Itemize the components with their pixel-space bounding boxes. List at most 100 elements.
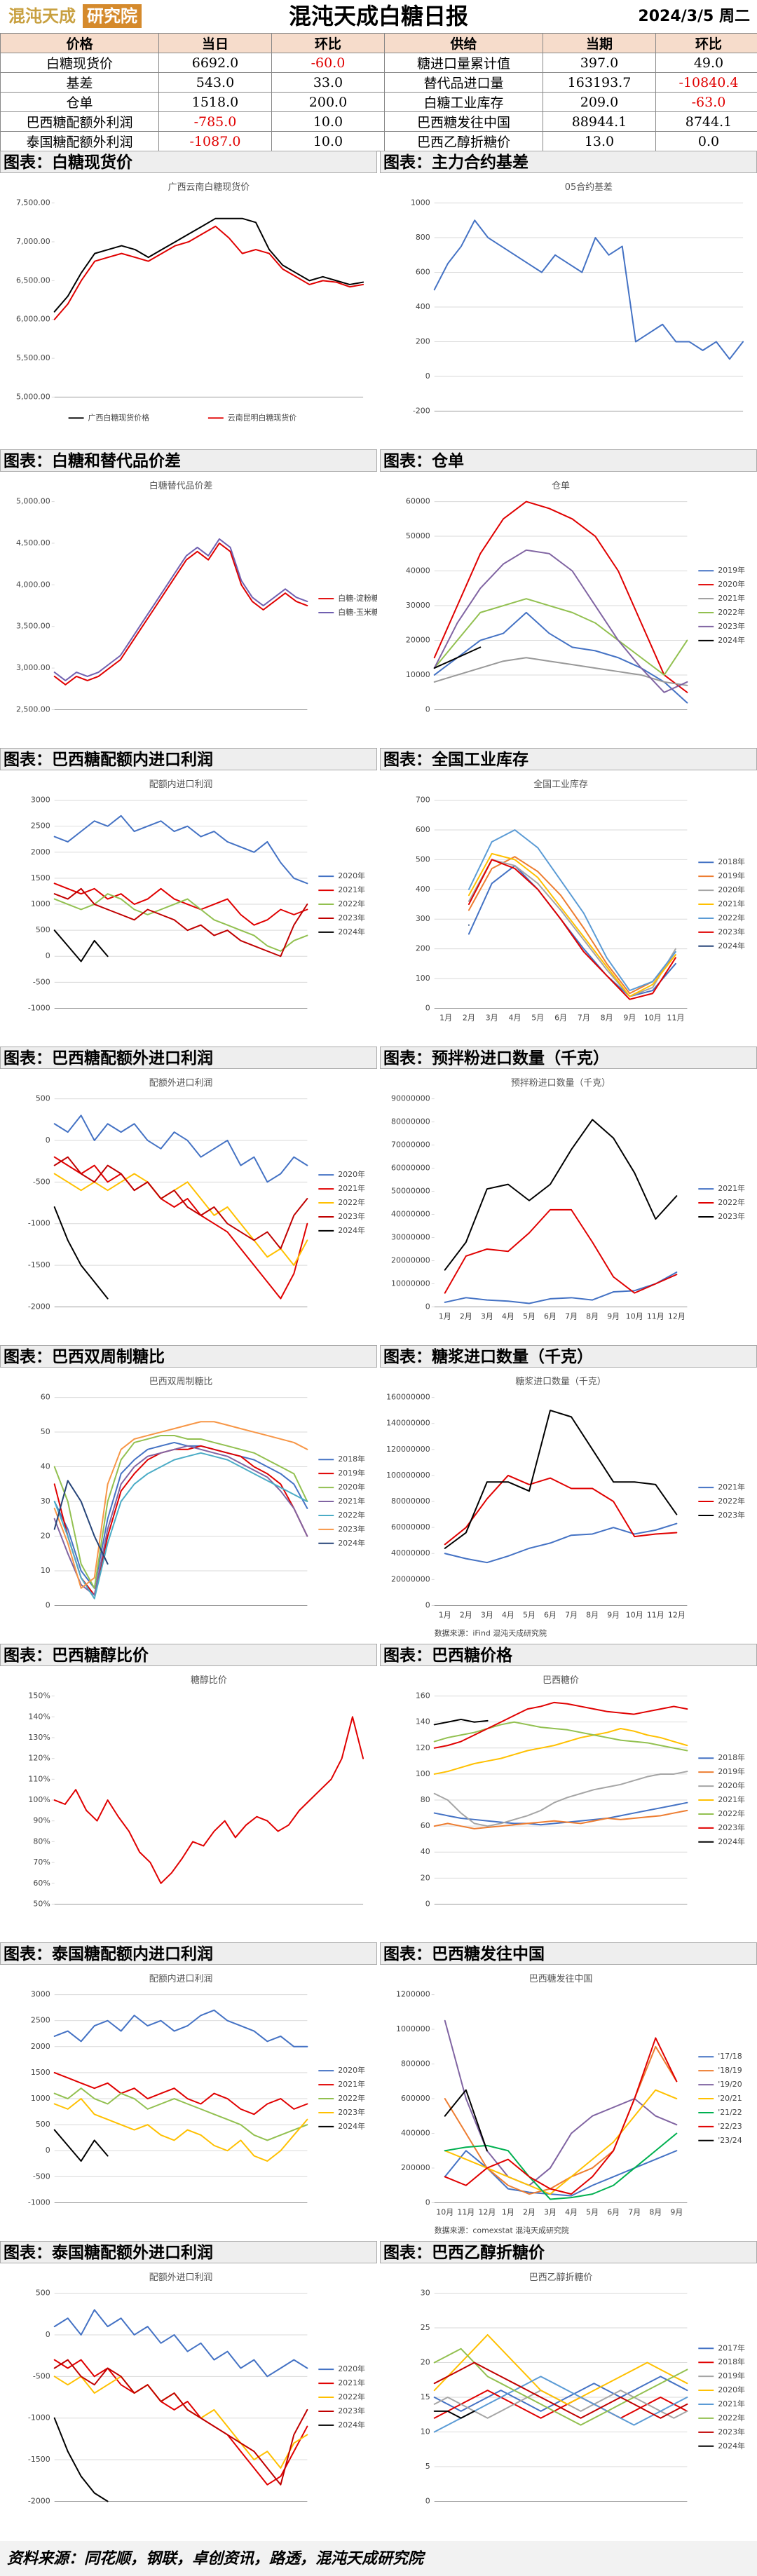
x-tick-label: 1月 xyxy=(439,1013,452,1022)
table-cell: -63.0 xyxy=(655,92,757,112)
series-line xyxy=(53,1156,308,1300)
chart: 糖醇比价 50% 60% 70% 80% 90% 100% 110% 120% 130% 140% 1… xyxy=(28,1675,364,1908)
y-tick-label: -500 xyxy=(33,2172,50,2181)
legend-label: 2023年 xyxy=(338,1211,365,1221)
x-tick-label: 8月 xyxy=(586,1610,599,1619)
legend-label: 2023年 xyxy=(718,2427,745,2437)
legend-label: 2024年 xyxy=(718,941,745,950)
series-line xyxy=(53,1206,109,1300)
chart-title: 配额内进口利润 xyxy=(149,779,213,790)
series-line xyxy=(53,1421,308,1589)
y-tick-label: 120 xyxy=(416,1743,430,1752)
series-line xyxy=(53,893,308,952)
table-cell: 10.0 xyxy=(271,131,385,151)
x-tick-label: 4月 xyxy=(509,1013,521,1022)
table-cell: 49.0 xyxy=(655,53,757,73)
legend-label: 2024年 xyxy=(718,635,745,645)
series-line xyxy=(433,598,688,676)
table-cell: -785.0 xyxy=(158,111,272,132)
y-tick-label: 400 xyxy=(416,885,430,894)
y-tick-label: 3000 xyxy=(31,796,50,805)
chart-title: 巴西双周制糖比 xyxy=(149,1376,213,1387)
series-line xyxy=(53,1156,308,1250)
y-tick-label: 10000000 xyxy=(391,1279,430,1288)
series-line xyxy=(53,929,109,962)
table-cell: 13.0 xyxy=(543,131,656,151)
series-line xyxy=(444,1119,678,1271)
x-tick-label: 2月 xyxy=(460,1311,472,1321)
x-tick-label: 6月 xyxy=(607,2207,620,2216)
legend-label: 2019年 xyxy=(718,565,745,575)
series-line xyxy=(53,225,364,320)
series-line xyxy=(53,2309,308,2378)
y-tick-label: 500 xyxy=(416,854,430,864)
y-tick-label: 500 xyxy=(36,2120,50,2129)
title-bar: 混沌天成 研究院 混沌天成白糖日报 2024/3/5 周二 xyxy=(0,0,757,34)
legend-label: 2024年 xyxy=(338,1225,365,1235)
legend-label: '22/23 xyxy=(718,2122,742,2131)
chart: 巴西双周制糖比 0 10 20 30 40 50 60 2018年 2019年 2020年 2021年… xyxy=(41,1376,365,1609)
legend-label: 白糖-淀粉糖价差 xyxy=(338,593,377,603)
legend-label: 2024年 xyxy=(338,2420,365,2430)
y-tick-label: 2000 xyxy=(31,2042,50,2051)
summary-table: 价格 当日 环比 供给 当期 环比 白糖现货价 6692.0 -60.0 糖进口量累计值 397.0… xyxy=(0,33,757,151)
logo: 混沌天成 xyxy=(8,6,76,26)
legend-label: 2020年 xyxy=(338,1482,365,1492)
y-tick-label: 0 xyxy=(46,1600,50,1609)
x-tick-label: 5月 xyxy=(523,1610,536,1619)
y-tick-label: 0 xyxy=(46,951,50,960)
series-line xyxy=(53,815,308,885)
series-line xyxy=(433,2347,688,2426)
x-tick-label: 11月 xyxy=(647,1311,664,1321)
chart-title: 配额内进口利润 xyxy=(149,1973,213,1984)
y-tick-label: 20000000 xyxy=(391,1255,430,1265)
legend-label: 2020年 xyxy=(718,885,745,894)
table-cell: 巴西糖配额外利润 xyxy=(0,111,159,132)
y-tick-label: 2500 xyxy=(31,2016,50,2025)
y-tick-label: -1000 xyxy=(28,2413,50,2422)
y-tick-label: 0 xyxy=(425,2197,430,2207)
date: 2024/3/5 周二 xyxy=(638,8,750,25)
chart-title: 配额外进口利润 xyxy=(149,1078,213,1089)
x-tick-label: 2月 xyxy=(463,1013,475,1022)
table-cell: 200.0 xyxy=(271,92,385,112)
legend-label: 2023年 xyxy=(718,1822,745,1832)
panel-heading: 图表：巴西糖醇比价 xyxy=(0,1644,377,1666)
y-tick-label: 80% xyxy=(33,1836,50,1846)
panel-heading: 图表：巴西糖价格 xyxy=(380,1644,757,1666)
table-cell: 543.0 xyxy=(158,72,272,93)
y-tick-label: 300 xyxy=(416,914,430,923)
y-tick-label: 60% xyxy=(33,1879,50,1888)
legend-label: '20/21 xyxy=(718,2094,742,2103)
series-line xyxy=(444,2019,678,2186)
series-line xyxy=(433,2333,688,2405)
y-tick-label: 5,500.00 xyxy=(16,353,50,362)
y-tick-label: 150% xyxy=(28,1691,50,1701)
legend-label: 白糖-玉米糖浆价差 xyxy=(338,607,377,617)
y-tick-label: 800000 xyxy=(401,2059,430,2069)
legend-label: 2022年 xyxy=(718,1496,745,1506)
series-line xyxy=(53,2087,308,2141)
y-tick-label: 2500 xyxy=(31,822,50,831)
x-tick-label: 8月 xyxy=(601,1013,613,1022)
chart-title: 巴西乙醇折糖价 xyxy=(529,2272,593,2283)
series-line xyxy=(433,1809,688,1829)
legend-label: '17/18 xyxy=(718,2052,742,2061)
legend-label: 2022年 xyxy=(338,1197,365,1207)
y-tick-label: 60 xyxy=(421,1821,430,1830)
y-tick-label: 2000 xyxy=(31,847,50,857)
column-header: 当日 xyxy=(158,33,272,53)
y-tick-label: 110% xyxy=(28,1774,50,1783)
legend-label: '23/24 xyxy=(718,2136,742,2145)
y-tick-label: 400000 xyxy=(401,2129,430,2138)
legend-label: 2020年 xyxy=(718,1780,745,1790)
legend-label: 2024年 xyxy=(338,927,365,936)
x-tick-label: 9月 xyxy=(607,1311,620,1321)
y-tick-label: 0 xyxy=(425,1899,430,1908)
legend-label: 2017年 xyxy=(718,2343,745,2352)
y-tick-label: 60 xyxy=(41,1393,50,1402)
series-line xyxy=(53,2009,308,2047)
legend-label: 2021年 xyxy=(338,2378,365,2387)
chart: 巴西乙醇折糖价 0 5 10 15 20 25 30 2017年 2018年 2019年 2020年 2… xyxy=(421,2272,745,2505)
x-tick-label: 6月 xyxy=(554,1013,567,1022)
